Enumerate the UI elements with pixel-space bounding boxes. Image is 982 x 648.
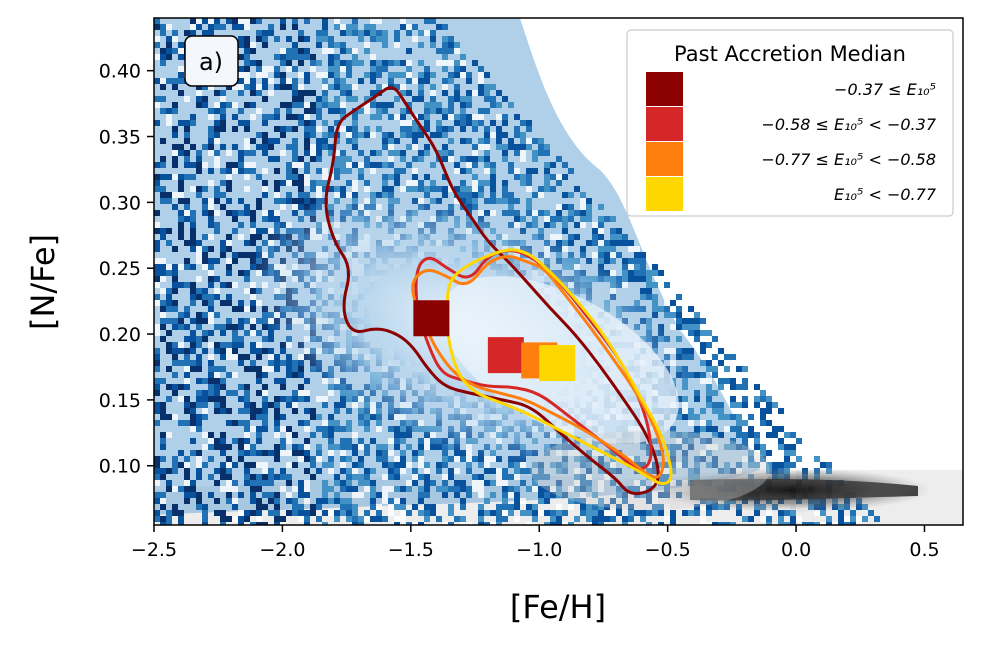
x-tick-label: 0.0 xyxy=(781,539,811,561)
contour-3 xyxy=(445,248,673,486)
x-tick-label: 0.5 xyxy=(909,539,939,561)
y-tick-label: 0.40 xyxy=(99,61,141,83)
legend-swatch-3 xyxy=(646,177,683,211)
contour-2 xyxy=(411,255,665,479)
y-axis-ticks: 0.10 0.15 0.20 0.25 0.30 0.35 0.40 xyxy=(99,61,154,478)
y-tick-label: 0.30 xyxy=(99,192,141,214)
legend-frame xyxy=(626,29,954,217)
x-tick-label: −2.0 xyxy=(259,539,305,561)
y-tick-label: 0.25 xyxy=(99,258,141,280)
x-tick-label: −1.0 xyxy=(516,539,562,561)
contour-0 xyxy=(324,86,660,496)
x-tick-label: −0.5 xyxy=(645,539,691,561)
panel-label-box: a) xyxy=(184,35,239,87)
panel-label: a) xyxy=(199,48,223,76)
y-tick-label: 0.15 xyxy=(99,390,141,412)
contour-1 xyxy=(414,249,653,470)
legend-label-0: −0.37 ≤ E₁₀⁵ xyxy=(834,80,936,99)
y-tick-label: 0.20 xyxy=(99,324,141,346)
legend-label-2: −0.77 ≤ E₁₀⁵ < −0.58 xyxy=(761,150,936,169)
x-tick-label: −2.5 xyxy=(131,539,177,561)
x-tick-label: −1.5 xyxy=(388,539,434,561)
x-axis-label: [Fe/H] xyxy=(510,588,606,626)
y-axis-label: [N/Fe] xyxy=(24,234,62,330)
y-tick-label: 0.10 xyxy=(99,456,141,478)
median-marker-1 xyxy=(487,337,524,374)
legend-swatch-1 xyxy=(646,107,683,141)
legend-swatch-0 xyxy=(646,72,683,106)
legend-swatch-2 xyxy=(646,142,683,176)
legend-label-3: E₁₀⁵ < −0.77 xyxy=(834,185,937,204)
y-tick-label: 0.35 xyxy=(99,127,141,149)
legend-label-1: −0.58 ≤ E₁₀⁵ < −0.37 xyxy=(761,115,936,134)
legend: Past Accretion Median −0.37 ≤ E₁₀⁵ −0.58 … xyxy=(626,29,954,217)
median-marker-0 xyxy=(413,300,450,337)
plot-frame xyxy=(153,17,964,526)
x-axis-ticks: −2.5 −2.0 −1.5 −1.0 −0.5 0.0 0.5 xyxy=(131,525,940,561)
legend-title: Past Accretion Median xyxy=(674,42,906,66)
contour-layer xyxy=(324,86,673,496)
median-marker-3 xyxy=(539,345,576,382)
median-markers xyxy=(413,300,576,382)
